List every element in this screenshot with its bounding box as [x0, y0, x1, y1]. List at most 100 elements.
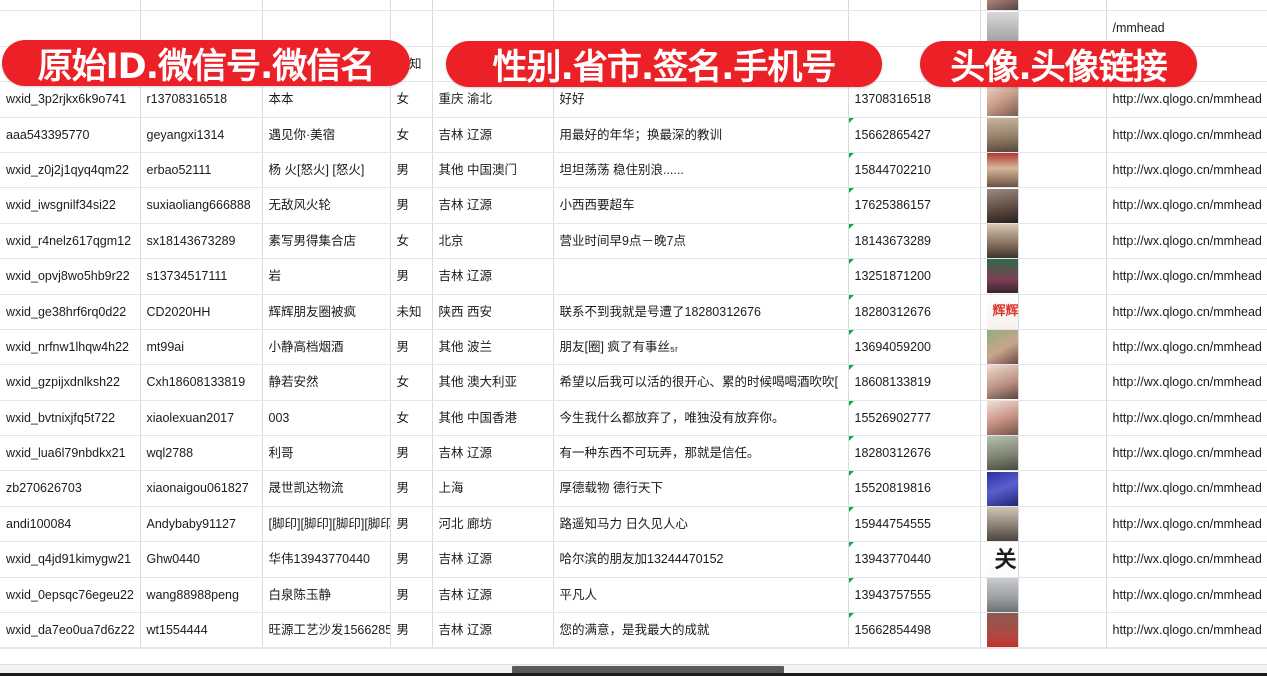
cell-avatar[interactable]: [980, 400, 1019, 437]
cell-wechat-name[interactable]: 晟世凯达物流: [262, 470, 391, 507]
cell-province-city[interactable]: 吉林 辽源: [432, 258, 554, 295]
cell-phone[interactable]: 13251871200: [848, 258, 981, 295]
cell-phone[interactable]: 17625386157: [848, 187, 981, 224]
cell-phone[interactable]: 18143673289: [848, 223, 981, 260]
cell-province-city[interactable]: 吉林 辽源: [432, 577, 554, 614]
cell-spacer[interactable]: [1018, 117, 1107, 153]
cell-original-id[interactable]: wxid_opvj8wo5hb9r22: [0, 258, 141, 295]
cell-avatar[interactable]: [980, 258, 1019, 295]
cell-spacer[interactable]: [1018, 81, 1107, 118]
cell-signature[interactable]: 联系不到我就是号遭了18280312676: [553, 294, 849, 330]
cell-original-id[interactable]: wxid_0epsqc76egeu22: [0, 577, 141, 614]
cell-wechat-id[interactable]: r13708316518: [140, 81, 263, 118]
cell-signature[interactable]: 您的满意，是我最大的成就: [553, 612, 849, 649]
cell-province-city[interactable]: 其他 中国澳门: [432, 152, 554, 189]
cell-wechat-name[interactable]: 旺源工艺沙发15662854: [262, 612, 391, 649]
table-row[interactable]: wxid_3p2rjkx6k9o741 r13708316518 本本女重庆 渝北好…: [0, 81, 1267, 118]
cell-spacer[interactable]: [1018, 10, 1107, 47]
cell-avatar-link[interactable]: http://wx.qlogo.cn/mmhead: [1106, 364, 1267, 401]
cell-spacer[interactable]: [1018, 612, 1107, 649]
cell-avatar-link[interactable]: http://wx.qlogo.cn/mmhead: [1106, 612, 1267, 649]
cell-wechat-name[interactable]: 遇见你·美宿: [262, 117, 391, 153]
cell-avatar-link[interactable]: http://wx.qlogo.cn/mmhead: [1106, 294, 1267, 330]
cell-spacer[interactable]: [1018, 364, 1107, 401]
cell-wechat-id[interactable]: Cxh18608133819: [140, 364, 263, 401]
cell-original-id[interactable]: andi100084: [0, 506, 141, 543]
cell-original-id[interactable]: wxid_lua6l79nbdkx21: [0, 435, 141, 472]
cell-wechat-name[interactable]: 华伟13943770440: [262, 541, 391, 578]
cell-avatar[interactable]: [980, 187, 1019, 224]
cell-avatar[interactable]: [980, 577, 1019, 614]
cell-avatar-link[interactable]: http://wx.qlogo.cn/mmhead: [1106, 329, 1267, 366]
cell-gender[interactable]: 男: [390, 470, 433, 507]
cell-wechat-id[interactable]: erbao52111: [140, 152, 263, 189]
cell-original-id[interactable]: wxid_3p2rjkx6k9o741: [0, 81, 141, 118]
table-row[interactable]: wxid_nrfnw1lhqw4h22 mt99ai 小静高档烟酒男其他 波兰 朋友[…: [0, 329, 1267, 366]
cell-wechat-name[interactable]: 素写男得集合店: [262, 223, 391, 260]
cell-avatar[interactable]: [980, 329, 1019, 366]
cell-gender[interactable]: 女: [390, 223, 433, 260]
cell-gender[interactable]: 男: [390, 612, 433, 649]
cell-avatar-link[interactable]: http://wx.qlogo.cn/mmhead: [1106, 577, 1267, 614]
cell-gender[interactable]: 男: [390, 187, 433, 224]
table-row[interactable]: wxid_q4jd91kimygw21 Ghw0440 华伟13943770440 男…: [0, 541, 1267, 578]
table-row[interactable]: wxid_opvj8wo5hb9r22 s13734517111 岩男吉林 辽源 13…: [0, 258, 1267, 295]
cell-province-city[interactable]: 吉林 辽源: [432, 117, 554, 153]
cell-wechat-name[interactable]: 杨 火[怒火] [怒火]: [262, 152, 391, 189]
cell-spacer[interactable]: [1018, 223, 1107, 260]
cell-spacer[interactable]: [1018, 152, 1107, 189]
cell-spacer[interactable]: [1018, 506, 1107, 543]
cell-avatar[interactable]: [980, 223, 1019, 260]
cell-wechat-name[interactable]: 白泉陈玉静: [262, 577, 391, 614]
cell-signature[interactable]: 哈尔滨的朋友加13244470152: [553, 541, 849, 578]
cell-wechat-id[interactable]: suxiaoliang666888: [140, 187, 263, 224]
table-row[interactable]: wxid_gzpijxdnlksh22 Cxh18608133819 静若安然女其他…: [0, 364, 1267, 401]
cell-phone[interactable]: 18280312676: [848, 435, 981, 472]
cell-wechat-name[interactable]: 丫丫~小: [262, 0, 391, 12]
cell-avatar[interactable]: [980, 506, 1019, 543]
cell-avatar-link[interactable]: http://wx.qlogo.cn/mmhead: [1106, 0, 1267, 12]
cell-spacer[interactable]: [1018, 329, 1107, 366]
cell-spacer[interactable]: [1018, 400, 1107, 437]
cell-phone[interactable]: 18280312676: [848, 294, 981, 330]
table-row[interactable]: wxid_0epsqc76egeu22 wang88988peng 白泉陈玉静男吉林…: [0, 577, 1267, 614]
cell-province-city[interactable]: 重庆 渝北: [432, 81, 554, 118]
table-row[interactable]: wxid_da7eo0ua7d6z22 wt1554444 旺源工艺沙发156628…: [0, 612, 1267, 649]
table-row[interactable]: wxid_lua6l79nbdkx21 wql2788 利哥男吉林 辽源 有一种东西不…: [0, 435, 1267, 472]
cell-gender[interactable]: 男: [390, 506, 433, 543]
cell-original-id[interactable]: zb270626703: [0, 470, 141, 507]
cell-gender[interactable]: 男: [390, 435, 433, 472]
cell-phone[interactable]: 13943757555: [848, 577, 981, 614]
cell-avatar[interactable]: [980, 117, 1019, 153]
cell-gender[interactable]: 男: [390, 329, 433, 366]
cell-gender[interactable]: 女: [390, 364, 433, 401]
cell-province-city[interactable]: 其他 澳大利亚: [432, 364, 554, 401]
cell-wechat-id[interactable]: Andybaby91127: [140, 506, 263, 543]
cell-spacer[interactable]: [1018, 435, 1107, 472]
cell-avatar-link[interactable]: http://wx.qlogo.cn/mmhead: [1106, 117, 1267, 153]
cell-wechat-name[interactable]: 小静高档烟酒: [262, 329, 391, 366]
cell-signature[interactable]: 营业时间早9点－晚7点: [553, 223, 849, 260]
cell-original-id[interactable]: wxid_iwsgnilf34si22: [0, 187, 141, 224]
cell-original-id[interactable]: wxid_nrfnw1lhqw4h22: [0, 329, 141, 366]
cell-gender[interactable]: [390, 10, 433, 47]
cell-phone[interactable]: 15844702210: [848, 152, 981, 189]
cell-avatar-link[interactable]: http://wx.qlogo.cn/mmhead: [1106, 470, 1267, 507]
cell-phone[interactable]: 13708316518: [848, 81, 981, 118]
cell-signature[interactable]: 小西西要超车: [553, 187, 849, 224]
cell-avatar[interactable]: [980, 435, 1019, 472]
cell-original-id[interactable]: wxid_r4nelz617qgm12: [0, 223, 141, 260]
cell-province-city[interactable]: 北京: [432, 223, 554, 260]
cell-avatar-link[interactable]: http://wx.qlogo.cn/mmhead: [1106, 506, 1267, 543]
cell-gender[interactable]: 女: [390, 117, 433, 153]
cell-original-id[interactable]: aaa543395770: [0, 117, 141, 153]
cell-wechat-id[interactable]: wql2788: [140, 435, 263, 472]
cell-spacer[interactable]: [1018, 187, 1107, 224]
cell-avatar[interactable]: 辉辉: [980, 294, 1019, 330]
table-row[interactable]: wxid_z0j2j1qyq4qm22 erbao52111 杨 火[怒火] [怒火…: [0, 152, 1267, 189]
cell-wechat-id[interactable]: mt99ai: [140, 329, 263, 366]
cell-original-id[interactable]: wxid_65p5qakpwuie22: [0, 0, 141, 12]
cell-avatar-link[interactable]: /mmhead: [1106, 10, 1267, 47]
cell-spacer[interactable]: [1018, 577, 1107, 614]
